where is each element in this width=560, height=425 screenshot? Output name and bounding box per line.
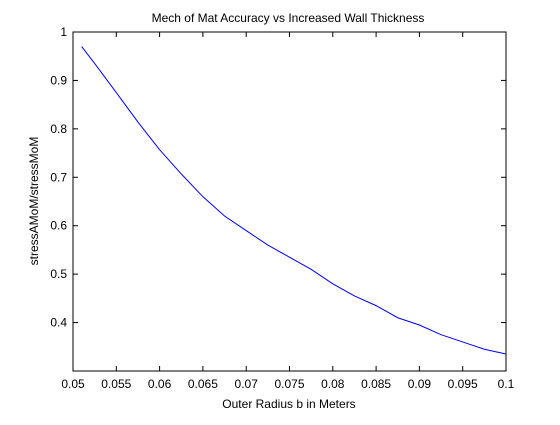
x-tick-label: 0.055 [101, 377, 131, 391]
chart-title: Mech of Mat Accuracy vs Increased Wall T… [152, 11, 425, 25]
y-tick-label: 0.7 [50, 170, 67, 184]
y-tick-label: 1 [60, 25, 67, 39]
x-tick-label: 0.07 [235, 377, 259, 391]
x-tick-label: 0.1 [498, 377, 515, 391]
x-tick-label: 0.09 [408, 377, 432, 391]
axis-ticks: 0.05 0.055 0.06 0.065 0.07 0.075 0.08 0.085 0.09… [50, 25, 514, 391]
x-tick-label: 0.075 [274, 377, 304, 391]
x-tick-label: 0.085 [361, 377, 391, 391]
x-tick-label: 0.08 [321, 377, 345, 391]
series-layer [81, 46, 507, 355]
x-tick-label: 0.06 [148, 377, 172, 391]
x-tick-label: 0.095 [448, 377, 478, 391]
y-tick-label: 0.8 [50, 122, 67, 136]
y-axis-label: stressAMoM/stressMoM [27, 137, 41, 266]
x-tick-label: 0.065 [188, 377, 218, 391]
y-tick-label: 0.9 [50, 73, 67, 87]
x-tick-label: 0.05 [61, 377, 85, 391]
y-tick-label: 0.4 [50, 316, 67, 330]
x-axis-label: Outer Radius b in Meters [222, 397, 355, 411]
y-tick-label: 0.5 [50, 267, 67, 281]
plot-area [72, 31, 507, 372]
series-line [81, 46, 507, 355]
y-tick-label: 0.6 [50, 219, 67, 233]
